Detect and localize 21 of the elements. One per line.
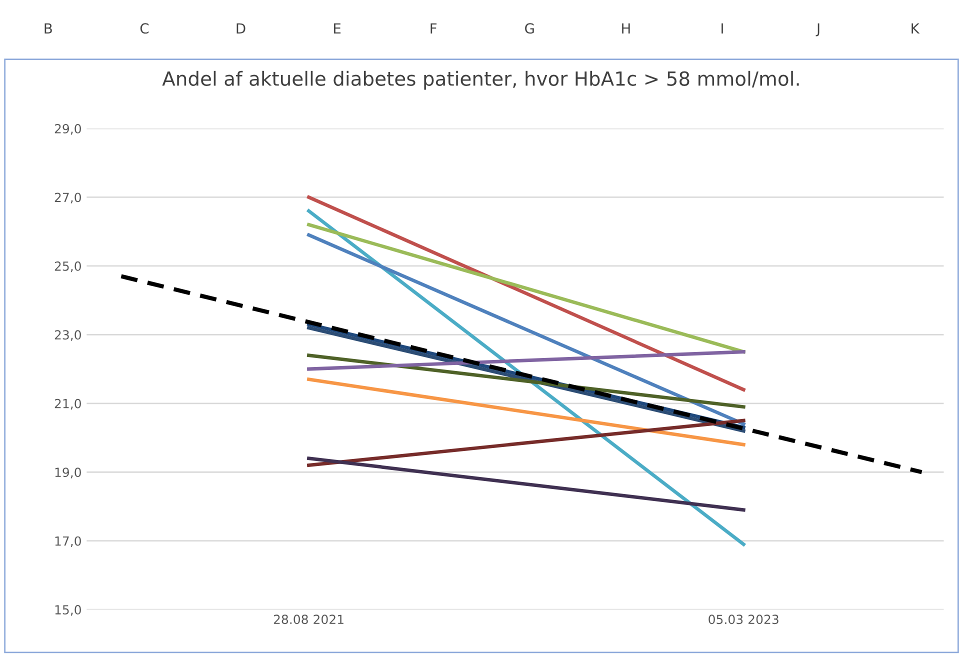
y-tick-label: 17,0 (55, 536, 81, 548)
text: I (722, 23, 723, 34)
text: D (236, 23, 246, 34)
y-tick-label: 29,0 (54, 124, 81, 135)
y-tick-label: 27,0 (54, 192, 81, 204)
text: J (816, 23, 820, 36)
x-tick-label: 05.03 2023 (708, 614, 778, 624)
text: K (912, 23, 920, 34)
y-tick-label: 23,0 (54, 330, 81, 341)
text: C (140, 23, 149, 34)
text: E (334, 23, 341, 34)
y-tick-label: 15,0 (55, 605, 81, 616)
text: B (44, 23, 52, 34)
y-tick-label: 21,0 (54, 398, 81, 410)
text: H (622, 23, 630, 34)
x-tick-label: 28.08 2021 (274, 614, 344, 624)
chart-title: Andel af aktuelle diabetes patienter, hvor HbA1c > 58 mmol/mol. (162, 70, 799, 90)
y-tick-label: 19,0 (55, 468, 81, 478)
y-tick-label: 25,0 (54, 261, 81, 272)
text: G (525, 23, 534, 34)
text: F (430, 23, 437, 34)
